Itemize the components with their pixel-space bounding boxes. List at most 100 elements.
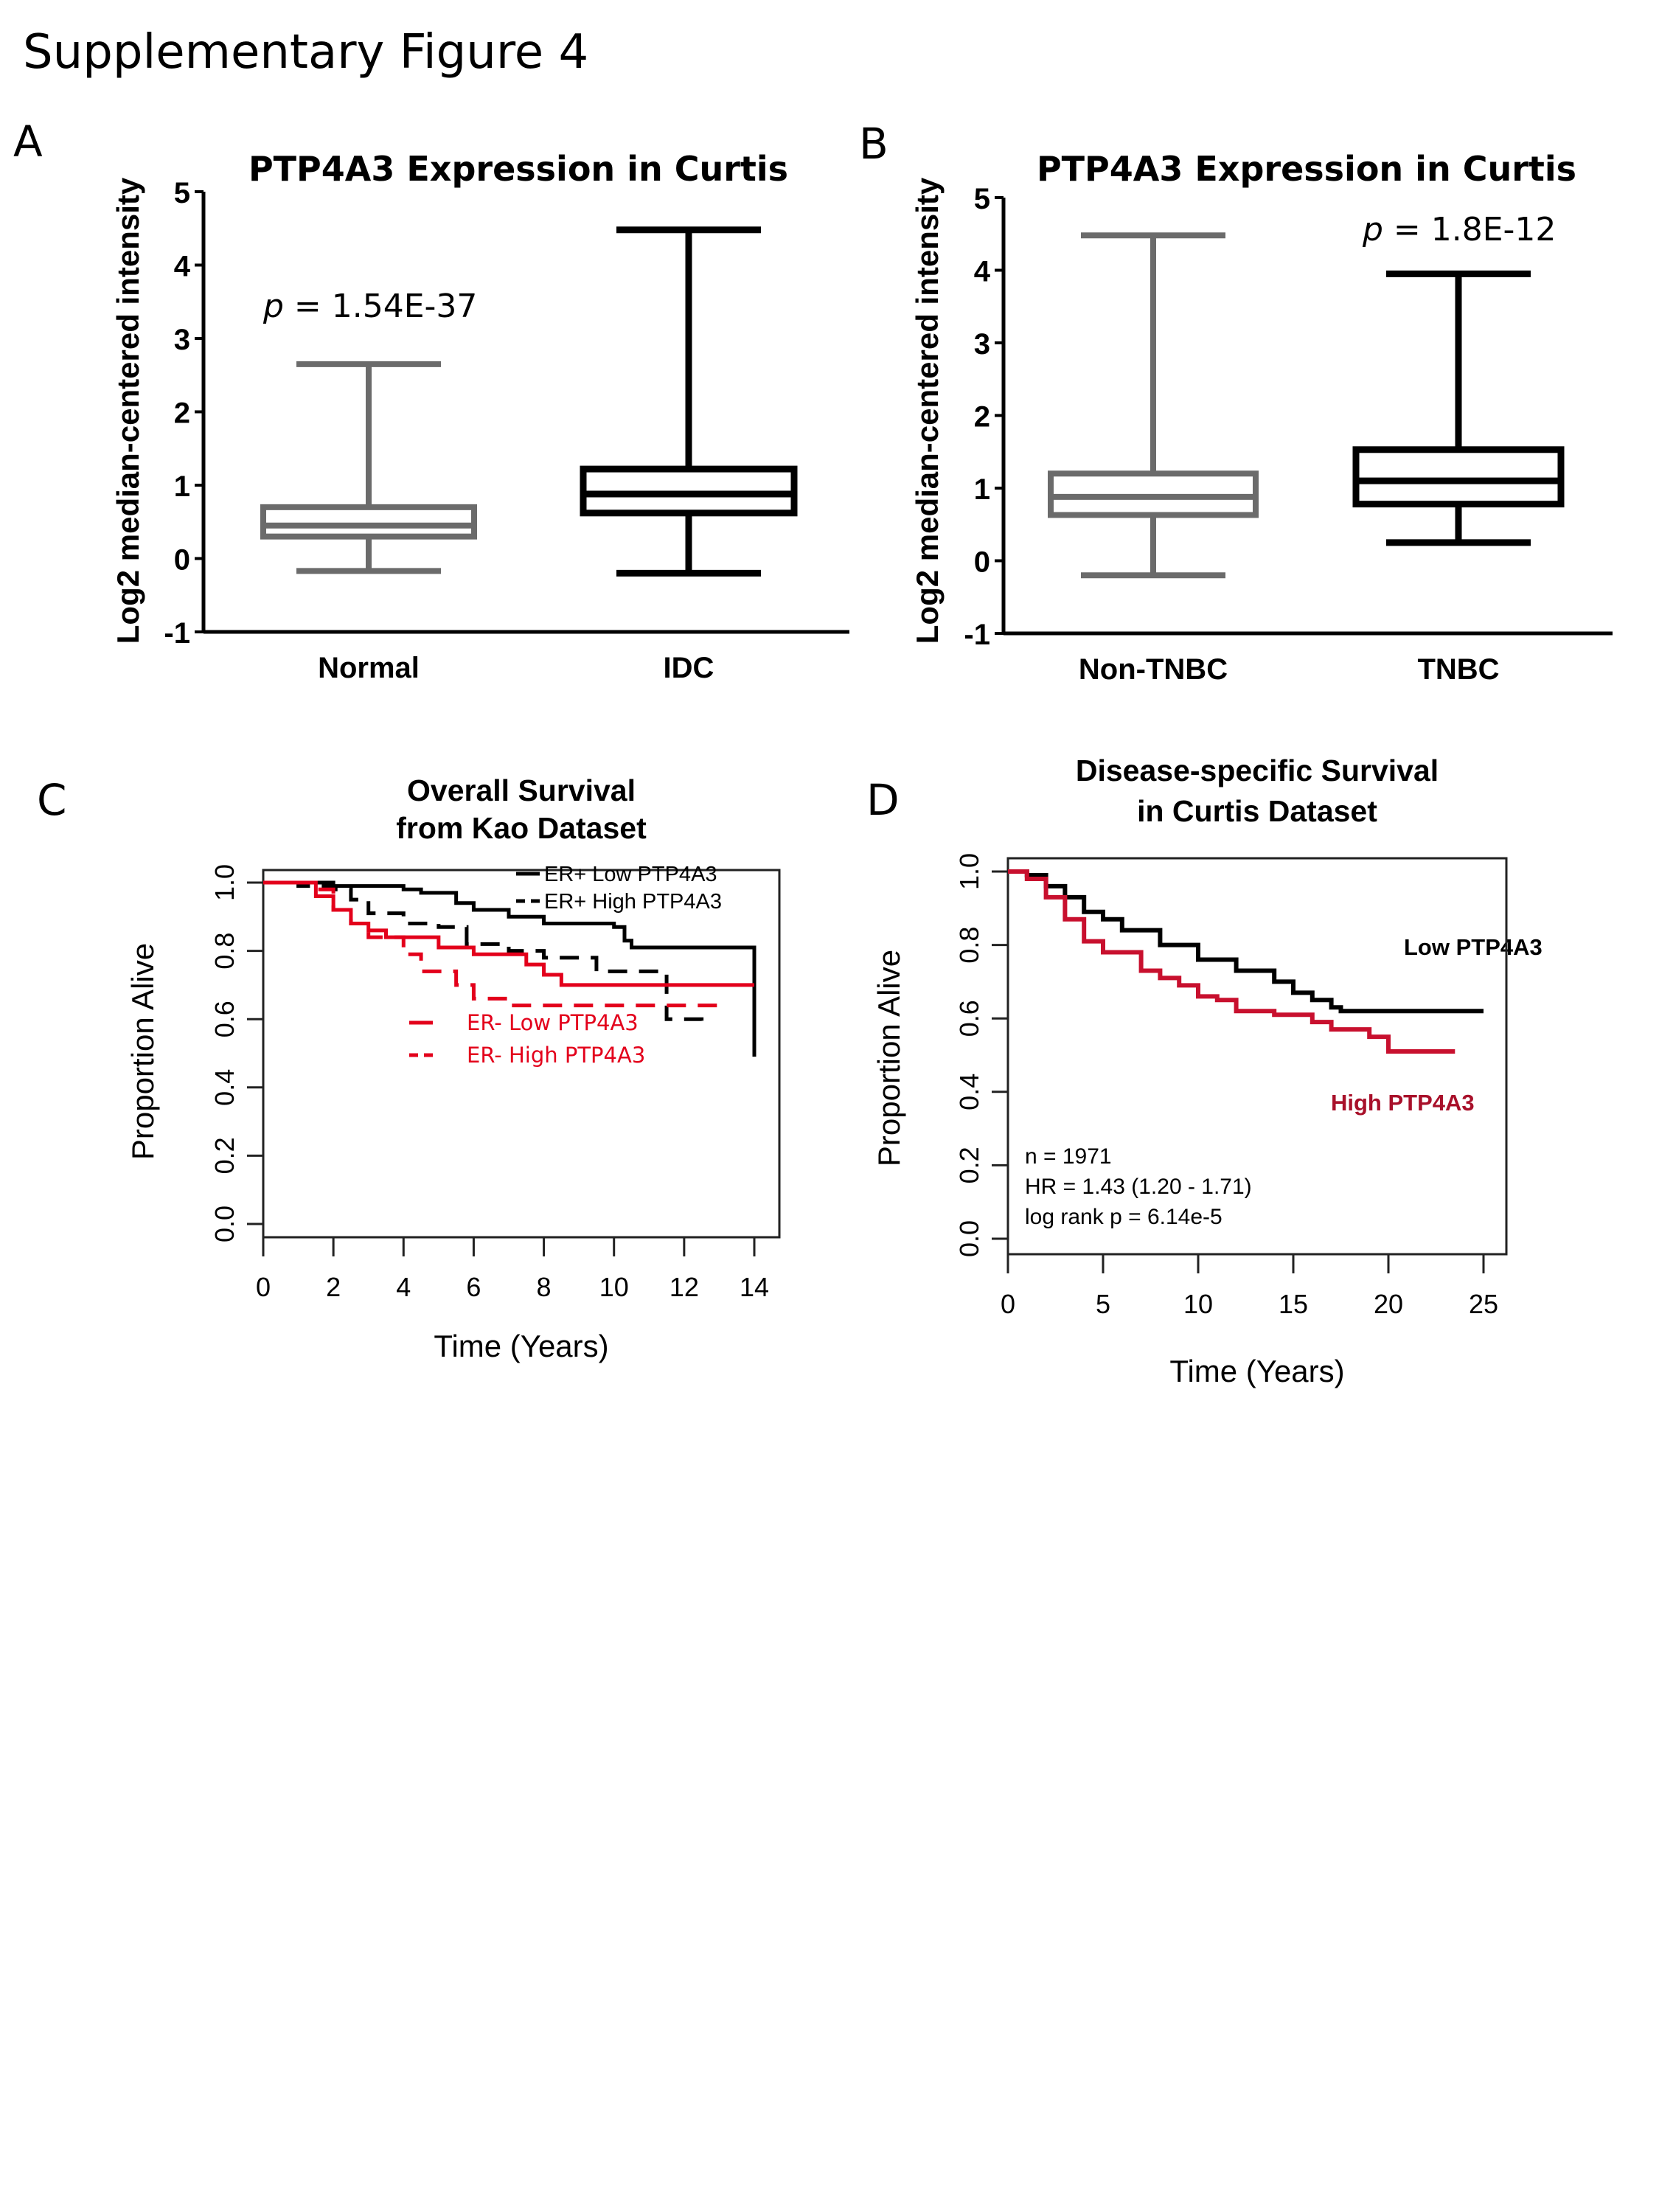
category-label: TNBC: [1417, 653, 1499, 686]
p-value-annotation: p = 1.54E-37: [262, 288, 477, 325]
panel-label-d: D: [866, 775, 900, 825]
category-label: IDC: [664, 652, 714, 684]
panel-label-c: C: [37, 775, 67, 825]
legend-label: ER+ High PTP4A3: [544, 890, 722, 914]
survival-curve-er-low-ptp4a3: [263, 880, 754, 987]
legend-label: ER- Low PTP4A3: [467, 1010, 639, 1035]
y-tick-label: 3: [974, 328, 990, 361]
x-axis-label: Time (Years): [434, 1329, 608, 1363]
chart-title-line-2: in Curtis Dataset: [1137, 794, 1377, 828]
y-tick-label: 0.6: [954, 1000, 984, 1037]
y-tick-label: -1: [964, 619, 990, 651]
y-tick-label: 5: [974, 183, 990, 215]
x-tick-label: 10: [599, 1272, 629, 1302]
p-symbol: p: [1362, 211, 1383, 248]
p-value-annotation: p = 1.8E-12: [1362, 211, 1556, 248]
survival-curve-er-high-ptp4a3: [263, 880, 720, 1008]
p-value: = 1.54E-37: [284, 288, 477, 325]
box-non-tnbc: [1048, 232, 1259, 579]
y-tick-label: 0: [974, 546, 990, 579]
y-tick-label: 5: [174, 177, 190, 209]
y-tick-label: 1.0: [954, 853, 984, 890]
x-tick-label: 0: [1001, 1289, 1015, 1319]
y-tick-label: 0.4: [209, 1069, 240, 1106]
category-label: Non-TNBC: [1079, 653, 1228, 686]
x-tick-label: 20: [1374, 1289, 1403, 1319]
y-axis-label: Proportion Alive: [125, 943, 160, 1160]
survival-curve-er-high-ptp4a3: [263, 880, 704, 1023]
panel-d: Disease-specific Survival in Curtis Data…: [872, 754, 1543, 1388]
survival-curve-er-low-ptp4a3: [263, 880, 757, 1057]
x-tick-label: 15: [1279, 1289, 1308, 1319]
category-label: Normal: [318, 652, 420, 684]
box-normal: [260, 361, 477, 574]
y-tick-label: 4: [174, 251, 191, 283]
legend-label: ER+ Low PTP4A3: [544, 863, 717, 886]
plot-frame: [1006, 857, 1508, 1256]
x-tick-label: 0: [256, 1272, 271, 1302]
x-tick-label: 12: [669, 1272, 699, 1302]
y-tick-label: 0.4: [954, 1074, 984, 1110]
legend-label: ER- High PTP4A3: [467, 1043, 645, 1068]
x-axis-label: Time (Years): [1169, 1354, 1344, 1388]
stat-hr: HR = 1.43 (1.20 - 1.71): [1025, 1175, 1252, 1199]
chart-title: PTP4A3 Expression in Curtis: [1037, 149, 1576, 189]
chart-title: PTP4A3 Expression in Curtis: [248, 149, 788, 189]
y-tick-label: 0.6: [209, 1001, 240, 1037]
y-tick-label: 1.0: [209, 864, 240, 901]
x-tick-label: 6: [466, 1272, 481, 1302]
km-plot-d: 0 5 10 15 20 25 0.0 0.2 0.4 0.6 0.8 1.0: [954, 853, 1508, 1319]
y-tick-label: 0: [174, 544, 190, 577]
iqr-box: [1352, 446, 1565, 508]
box-idc: [580, 226, 798, 577]
y-tick-label: 1: [174, 470, 190, 503]
x-tick-label: 14: [740, 1272, 769, 1302]
p-value: = 1.8E-12: [1383, 211, 1556, 248]
panel-a: PTP4A3 Expression in Curtis Log2 median-…: [111, 149, 788, 644]
chart-title-line-1: Overall Survival: [407, 773, 636, 807]
stat-logrank: log rank p = 6.14e-5: [1025, 1205, 1222, 1229]
figure-title: Supplementary Figure 4: [23, 25, 588, 80]
legend-high-ptp4a3: High PTP4A3: [1331, 1090, 1475, 1116]
p-symbol: p: [262, 288, 284, 325]
y-tick-label: 0.0: [209, 1206, 240, 1242]
y-tick-label: -1: [164, 617, 190, 650]
y-tick-label: 0.2: [209, 1137, 240, 1174]
panel-b: PTP4A3 Expression in Curtis Log2 median-…: [910, 149, 1576, 644]
y-tick-label: 1: [974, 473, 990, 506]
legend-low-ptp4a3: Low PTP4A3: [1404, 934, 1543, 960]
y-tick-label: 4: [974, 256, 991, 288]
y-tick-label: 3: [174, 324, 190, 356]
y-tick-label: 0.2: [954, 1147, 984, 1183]
y-tick-label: 2: [974, 401, 990, 434]
y-tick-label: 2: [174, 397, 190, 430]
y-axis-label: Proportion Alive: [872, 950, 906, 1166]
y-tick-label: 0.8: [209, 933, 240, 970]
box-plot-a: 5 4 3 2 1 0 -1 Normal IDC: [164, 177, 849, 684]
y-axis-label: Log2 median-centered intensity: [910, 177, 945, 644]
plot-frame: [262, 869, 781, 1239]
x-tick-label: 5: [1096, 1289, 1110, 1319]
box-plot-b: 5 4 3 2 1 0 -1 Non-TNBC TNBC: [964, 183, 1613, 686]
km-plot-c: 0 2 4 6 8 10 12 14 0.0 0.2 0.4 0.6 0.8 1.0: [209, 864, 781, 1302]
stat-n: n = 1971: [1025, 1144, 1112, 1169]
y-tick-label: 0.8: [954, 927, 984, 964]
x-tick-label: 2: [326, 1272, 341, 1302]
box-tnbc: [1352, 270, 1565, 546]
panel-label-b: B: [859, 119, 888, 169]
x-tick-label: 25: [1469, 1289, 1498, 1319]
chart-title-line-2: from Kao Dataset: [396, 811, 647, 845]
iqr-box: [260, 504, 477, 540]
y-tick-label: 0.0: [954, 1220, 984, 1257]
panel-c: Overall Survival from Kao Dataset Time (…: [125, 773, 647, 1363]
y-axis-label: Log2 median-centered intensity: [111, 177, 145, 644]
x-tick-label: 4: [396, 1272, 411, 1302]
survival-curve-low-ptp4a3: [1008, 869, 1484, 1014]
panel-label-a: A: [13, 116, 43, 167]
x-tick-label: 8: [537, 1272, 552, 1302]
legend-c: ER+ Low PTP4A3 ER+ High PTP4A3 ER- Low PTP…: [409, 863, 722, 1068]
x-tick-label: 10: [1183, 1289, 1213, 1319]
chart-title-line-1: Disease-specific Survival: [1076, 754, 1439, 787]
survival-curve-high-ptp4a3: [1008, 869, 1455, 1054]
